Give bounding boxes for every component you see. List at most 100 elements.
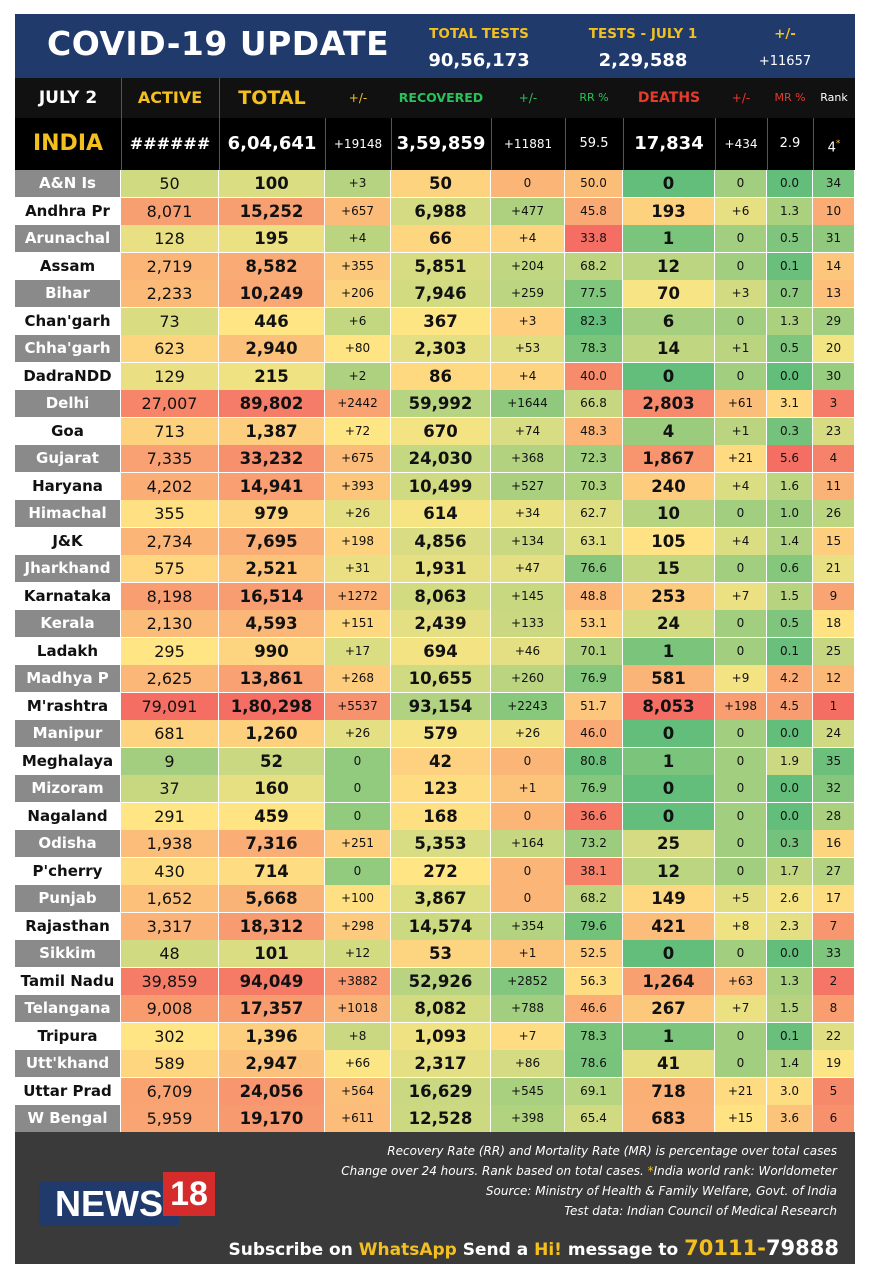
cell-deaths: 1 [623, 225, 715, 252]
footer-note-test-data: Test data: Indian Council of Medical Res… [564, 1204, 837, 1218]
cell-rr: 78.3 [565, 335, 623, 362]
table-row: Andhra Pr 8,071 15,252 +657 6,988 +477 45.8 193… [15, 197, 855, 225]
cell-total-change: +4 [325, 225, 391, 252]
cell-active: 5,959 [121, 1105, 219, 1132]
cell-mr: 0.0 [767, 362, 813, 390]
cell-deaths-change: +21 [715, 445, 767, 472]
cell-recovered: 53 [391, 940, 491, 967]
cell-rr: 36.6 [565, 802, 623, 830]
india-rr: 59.5 [579, 136, 609, 151]
table-row: A&N Is 50 100 +3 50 0 50.0 0 0 0.0 34 [15, 170, 855, 198]
table-row: Ladakh 295 990 +17 694 +46 70.1 1 0 0.1 25 [15, 637, 855, 665]
cell-deaths-change: 0 [715, 610, 767, 637]
table-row: Rajasthan 3,317 18,312 +298 14,574 +354 79.6 42… [15, 912, 855, 940]
cell-total-change: +6 [325, 307, 391, 335]
cell-total: 33,232 [219, 445, 325, 472]
cell-total-change: +8 [325, 1022, 391, 1050]
cell-total-change: +2 [325, 362, 391, 390]
column-header-row: JULY 2 ACTIVE TOTAL +/- RECOVERED +/- RR… [15, 78, 855, 118]
cell-deaths: 421 [623, 912, 715, 940]
cell-deaths: 24 [623, 610, 715, 637]
recovered-header: RECOVERED [398, 90, 484, 105]
cell-mr: 1.4 [767, 1050, 813, 1077]
cell-total-change: 0 [325, 857, 391, 885]
cell-active: 430 [121, 857, 219, 885]
cell-mr: 3.6 [767, 1105, 813, 1132]
cell-active: 1,652 [121, 885, 219, 912]
cell-rank: 28 [813, 802, 855, 830]
cell-rank: 32 [813, 775, 855, 802]
cell-rr: 46.6 [565, 995, 623, 1022]
cell-name: Chan'garh [15, 307, 121, 335]
cell-total: 714 [219, 857, 325, 885]
cell-total: 94,049 [219, 967, 325, 995]
cell-mr: 0.0 [767, 170, 813, 197]
table-row: Chan'garh 73 446 +6 367 +3 82.3 6 0 1.3 29 [15, 307, 855, 335]
cell-rr: 68.2 [565, 252, 623, 280]
cell-recovered-change: 0 [491, 747, 565, 775]
cell-rr: 73.2 [565, 830, 623, 857]
cell-name: Manipur [15, 720, 121, 747]
cell-deaths-change: 0 [715, 857, 767, 885]
cell-recovered: 2,303 [391, 335, 491, 362]
cell-total: 1,387 [219, 417, 325, 445]
cell-total-change: +355 [325, 252, 391, 280]
cell-deaths: 70 [623, 280, 715, 307]
cell-recovered-change: +260 [491, 665, 565, 692]
cell-recovered-change: +2243 [491, 692, 565, 720]
cell-name: M'rashtra [15, 692, 121, 720]
cell-mr: 1.3 [767, 307, 813, 335]
cell-recovered: 59,992 [391, 390, 491, 417]
cell-name: DadraNDD [15, 362, 121, 390]
cell-recovered-change: +26 [491, 720, 565, 747]
cell-mr: 1.5 [767, 582, 813, 610]
cell-rank: 10 [813, 197, 855, 225]
cell-recovered: 8,063 [391, 582, 491, 610]
cell-rank: 17 [813, 885, 855, 912]
cell-rank: 34 [813, 170, 855, 197]
footer-note-change: Change over 24 hours. Rank based on tota… [341, 1164, 837, 1178]
cell-deaths: 718 [623, 1077, 715, 1105]
cell-total-change: +1018 [325, 995, 391, 1022]
table-row: Punjab 1,652 5,668 +100 3,867 0 68.2 149 +5 2.6 17 [15, 885, 855, 913]
cell-rr: 53.1 [565, 610, 623, 637]
total-tests-value: 90,56,173 [428, 50, 530, 71]
cell-name: Bihar [15, 280, 121, 307]
cell-total: 7,316 [219, 830, 325, 857]
date-header: JULY 2 [38, 88, 98, 108]
cell-recovered-change: +354 [491, 912, 565, 940]
cell-rr: 45.8 [565, 197, 623, 225]
cell-total-change: +3882 [325, 967, 391, 995]
cell-mr: 0.0 [767, 775, 813, 802]
cell-recovered: 579 [391, 720, 491, 747]
cell-rr: 65.4 [565, 1105, 623, 1132]
cell-mr: 1.5 [767, 995, 813, 1022]
cell-mr: 0.5 [767, 225, 813, 252]
table-row: Himachal 355 979 +26 614 +34 62.7 10 0 1.0 26 [15, 500, 855, 528]
cell-recovered: 123 [391, 775, 491, 802]
cell-recovered-change: +3 [491, 307, 565, 335]
cell-total: 1,396 [219, 1022, 325, 1050]
cell-rank: 6 [813, 1105, 855, 1132]
cell-recovered-change: +545 [491, 1077, 565, 1105]
cell-mr: 0.0 [767, 802, 813, 830]
cell-deaths: 1,264 [623, 967, 715, 995]
cell-mr: 2.3 [767, 912, 813, 940]
cell-rank: 33 [813, 940, 855, 967]
cell-deaths-change: +4 [715, 527, 767, 555]
cell-total: 7,695 [219, 527, 325, 555]
cell-recovered-change: +1 [491, 775, 565, 802]
cell-recovered: 86 [391, 362, 491, 390]
cell-recovered: 5,353 [391, 830, 491, 857]
news18-logo: NEWS 18 [39, 1172, 217, 1228]
india-mr: 2.9 [779, 136, 801, 151]
cell-name: A&N Is [15, 170, 121, 197]
cell-rr: 52.5 [565, 940, 623, 967]
tests-day-value: 2,29,588 [598, 50, 688, 71]
cell-recovered: 4,856 [391, 527, 491, 555]
cell-recovered-change: +74 [491, 417, 565, 445]
cell-recovered: 367 [391, 307, 491, 335]
cell-deaths-change: +21 [715, 1077, 767, 1105]
page-title: COVID-19 UPDATE [47, 24, 390, 63]
cell-active: 27,007 [121, 390, 219, 417]
